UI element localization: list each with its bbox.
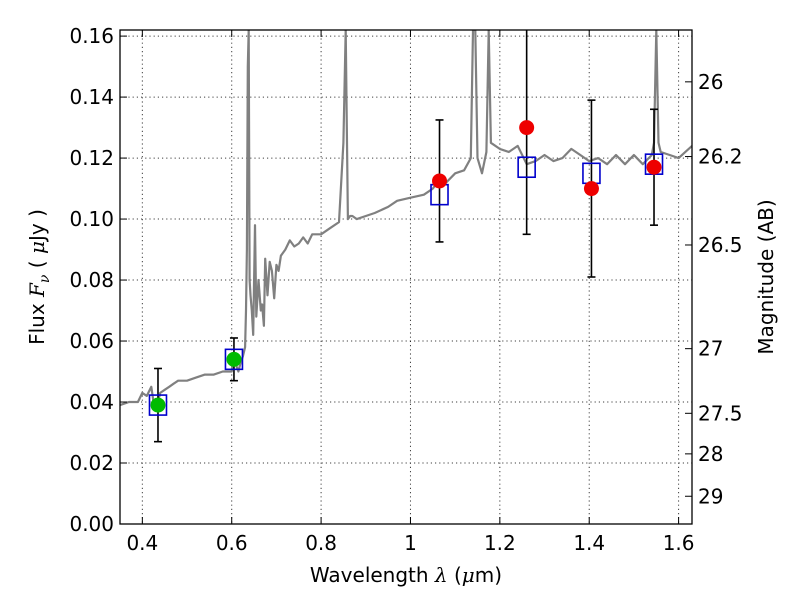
y2-tick-label: 28 (698, 442, 723, 466)
x-axis-unit-open: ( (448, 563, 462, 587)
plot-area (120, 30, 692, 407)
y-axis-title-text: Flux (25, 297, 49, 345)
mu-symbol-y: μ (25, 241, 49, 254)
y-tick-label: 0.14 (69, 85, 114, 109)
y-tick-label: 0.16 (69, 24, 114, 48)
y2-axis-title: Magnitude (AB) (754, 199, 778, 354)
lambda-symbol: λ (434, 563, 448, 587)
x-tick-label: 1.2 (484, 531, 516, 555)
y-tick-label: 0.12 (69, 146, 114, 170)
plot-frame (119, 29, 693, 525)
mu-symbol: μ (462, 563, 475, 587)
model-box (148, 394, 168, 416)
nu-subscript: ν (37, 274, 53, 283)
optical-point (226, 351, 242, 367)
x-tick-label: 1.6 (663, 531, 695, 555)
grid-lines (120, 30, 692, 525)
y-tick-label: 0.02 (69, 451, 114, 475)
photometry-points (150, 120, 662, 413)
model-box (224, 348, 244, 371)
y2-tick-label: 26.5 (698, 233, 743, 257)
model-boxes (148, 153, 664, 416)
y-axis-unit-close: Jy ) (25, 209, 49, 243)
y2-tick-label: 29 (698, 484, 723, 508)
nir-point (583, 181, 599, 197)
y-tick-label: 0.08 (69, 268, 114, 292)
f-symbol: F (25, 282, 49, 298)
x-ticks: 0.4 0.6 0.8 1 1.2 1.4 1.6 (126, 30, 695, 555)
y-tick-label: 0.06 (69, 329, 114, 353)
nir-point (519, 120, 535, 136)
x-tick-label: 0.4 (126, 531, 158, 555)
x-axis-title: Wavelength λ (μm) (310, 563, 502, 587)
nir-point (432, 173, 448, 189)
nir-point (646, 159, 662, 175)
y-tick-label: 0.04 (69, 390, 114, 414)
x-tick-label: 1 (404, 531, 417, 555)
y2-tick-label: 27.5 (698, 401, 743, 425)
y-tick-label: 0.00 (69, 512, 114, 536)
x-tick-label: 0.8 (305, 531, 337, 555)
spectrum-line (120, 30, 692, 407)
y2-tick-label: 26.2 (698, 145, 743, 169)
y2-ticks: 26 26.2 26.5 27 27.5 28 29 (685, 70, 743, 508)
y-axis-unit-open: ( (25, 254, 49, 275)
x-axis-title-text: Wavelength (310, 563, 435, 587)
error-bars (153, 30, 659, 443)
y-tick-label: 0.10 (69, 207, 114, 231)
optical-point (150, 397, 166, 413)
y2-tick-label: 26 (698, 70, 723, 94)
y2-tick-label: 27 (698, 337, 723, 361)
y-ticks: 0.00 0.02 0.04 0.06 0.08 0.10 0.12 0.14 0.16 (69, 24, 127, 536)
y-axis-title: Flux Fν ( μJy ) (25, 209, 53, 345)
model-box (517, 156, 536, 179)
x-axis-unit-close: m) (475, 563, 502, 587)
x-tick-label: 0.6 (216, 531, 248, 555)
x-tick-label: 1.4 (573, 531, 605, 555)
